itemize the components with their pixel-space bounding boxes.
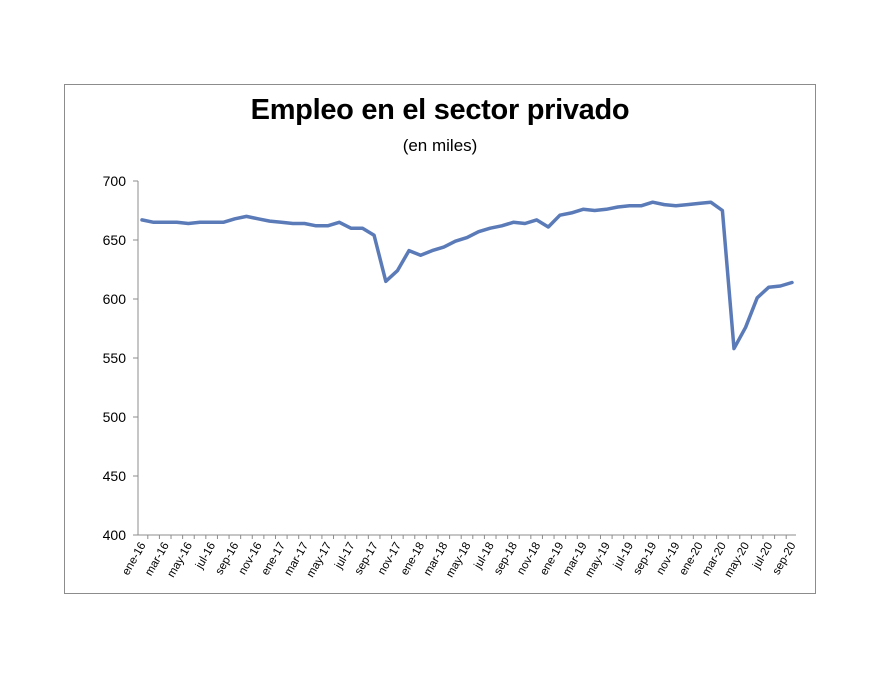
x-axis-ticks: ene-16mar-16may-16jul-16sep-16nov-16ene-… [120, 535, 799, 580]
y-tick-label: 450 [103, 468, 127, 484]
series-line [140, 200, 794, 351]
series-layer [140, 200, 794, 351]
x-tick-label: jul-19 [611, 541, 636, 572]
y-tick-label: 500 [103, 409, 127, 425]
x-tick-label: jul-20 [750, 541, 775, 572]
y-tick-label: 600 [103, 291, 127, 307]
chart-frame [64, 84, 816, 594]
x-tick-label: jul-16 [193, 541, 218, 572]
y-axis-ticks: 400 450 500 550 600 650 700 [103, 173, 138, 543]
y-tick-label: 400 [103, 527, 127, 543]
axes [137, 181, 796, 536]
chart-title: Empleo en el sector privado [250, 94, 630, 126]
x-tick-label: jul-18 [472, 541, 497, 572]
x-tick-label: jul-17 [333, 541, 358, 572]
y-tick-label: 650 [103, 232, 127, 248]
chart-subtitle: (en miles) [402, 136, 478, 155]
x-tick-label: sep-20 [771, 541, 799, 577]
y-tick-label: 700 [103, 173, 127, 189]
y-tick-label: 550 [103, 350, 127, 366]
